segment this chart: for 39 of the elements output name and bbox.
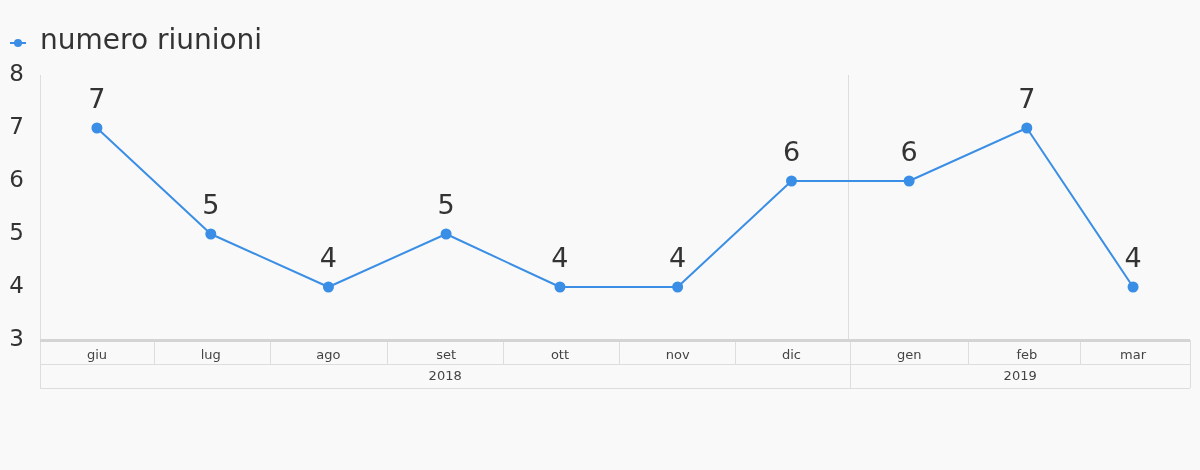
data-label: 4 <box>319 242 338 274</box>
point <box>1021 122 1033 134</box>
x-tick-label: gen <box>896 347 922 363</box>
point <box>440 228 452 240</box>
text: 2018 <box>428 368 462 384</box>
point <box>91 122 103 134</box>
data-label: 4 <box>1124 242 1142 274</box>
point <box>903 175 915 187</box>
x-tick-label: ago <box>316 347 341 363</box>
y-tick-label: 3 <box>9 324 24 351</box>
x-tick-label: dic <box>781 347 801 363</box>
point <box>554 281 566 293</box>
data-label: 6 <box>782 136 801 168</box>
x-tick-label: ott <box>550 347 570 363</box>
point <box>785 175 797 187</box>
data-label: 4 <box>669 242 687 274</box>
y-tick-label: 6 <box>9 165 24 192</box>
legend-label: numero riunioni <box>40 23 263 57</box>
point <box>1127 281 1139 293</box>
x-tick-label: set <box>436 347 457 363</box>
y-tick-label: 8 <box>9 59 24 86</box>
data-label: 5 <box>202 189 220 221</box>
data-label: 6 <box>900 136 918 168</box>
y-tick-label: 5 <box>9 218 24 245</box>
data-label: 7 <box>88 83 106 115</box>
x-tick-label: feb <box>1016 347 1038 363</box>
y-tick-label: 4 <box>9 271 24 298</box>
point <box>205 228 217 240</box>
data-label: 5 <box>437 189 455 221</box>
data-label: 4 <box>551 242 569 274</box>
data-label: 7 <box>1018 83 1036 115</box>
x-tick-label: lug <box>200 347 221 363</box>
y-tick-label: 7 <box>9 112 24 139</box>
point <box>322 281 334 293</box>
x-tick-label: mar <box>1120 347 1147 363</box>
point <box>672 281 684 293</box>
x-tick-label: nov <box>665 347 690 363</box>
x-tick-label: giu <box>86 347 107 363</box>
text: 2019 <box>1003 368 1037 384</box>
